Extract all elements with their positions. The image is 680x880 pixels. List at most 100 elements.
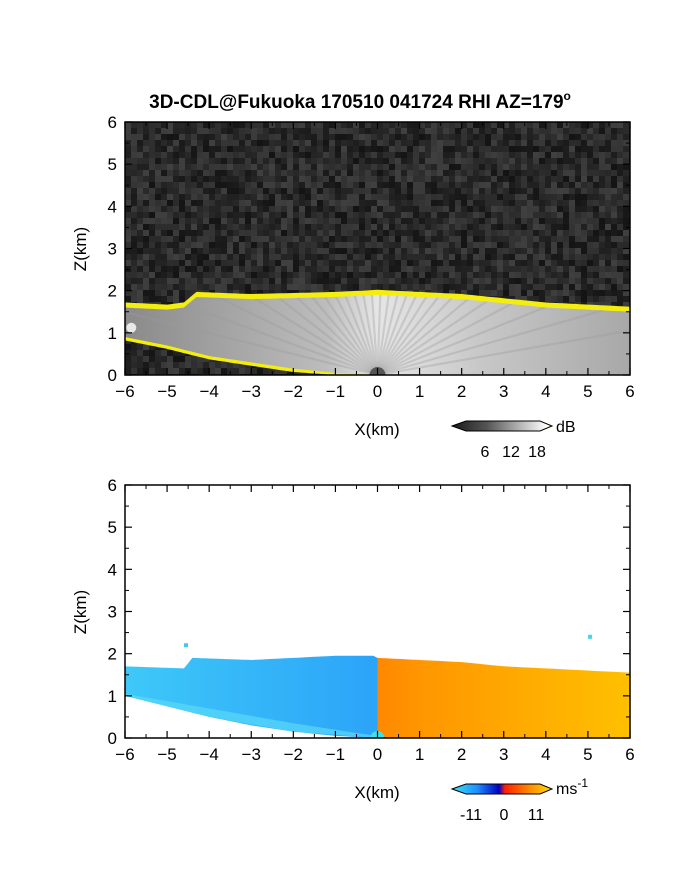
noise-cell [269, 254, 275, 260]
noise-cell [167, 194, 173, 200]
noise-cell [413, 206, 419, 212]
noise-cell [485, 218, 491, 224]
noise-cell [605, 146, 611, 152]
noise-cell [257, 278, 263, 284]
noise-cell [251, 170, 257, 176]
noise-cell [173, 368, 179, 374]
noise-cell [425, 254, 431, 260]
noise-cell [245, 152, 251, 158]
noise-cell [203, 212, 209, 218]
noise-cell [575, 272, 581, 278]
noise-cell [299, 272, 305, 278]
noise-cell [341, 152, 347, 158]
noise-cell [437, 236, 443, 242]
noise-cell [317, 176, 323, 182]
noise-cell [197, 182, 203, 188]
noise-cell [227, 254, 233, 260]
noise-cell [263, 212, 269, 218]
noise-cell [227, 248, 233, 254]
noise-cell [161, 278, 167, 284]
noise-cell [185, 194, 191, 200]
noise-cell [329, 278, 335, 284]
noise-cell [413, 254, 419, 260]
noise-cell [587, 278, 593, 284]
noise-cell [137, 200, 143, 206]
noise-cell [173, 152, 179, 158]
noise-cell [605, 278, 611, 284]
noise-cell [401, 152, 407, 158]
noise-cell [323, 164, 329, 170]
noise-cell [299, 266, 305, 272]
reflectivity-ytick-label: 4 [108, 197, 117, 216]
noise-cell [317, 266, 323, 272]
noise-cell [605, 182, 611, 188]
reflectivity-xtick-label: −1 [326, 382, 345, 401]
noise-cell [239, 362, 245, 368]
noise-cell [167, 248, 173, 254]
noise-cell [551, 200, 557, 206]
noise-cell [449, 206, 455, 212]
noise-cell [251, 266, 257, 272]
noise-cell [581, 182, 587, 188]
noise-cell [173, 290, 179, 296]
noise-cell [449, 176, 455, 182]
noise-cell [545, 242, 551, 248]
noise-cell [497, 170, 503, 176]
noise-cell [365, 170, 371, 176]
noise-cell [149, 176, 155, 182]
noise-cell [251, 284, 257, 290]
noise-cell [383, 170, 389, 176]
noise-cell [407, 278, 413, 284]
noise-cell [581, 236, 587, 242]
noise-cell [395, 272, 401, 278]
noise-cell [299, 284, 305, 290]
noise-cell [305, 158, 311, 164]
noise-cell [527, 248, 533, 254]
noise-cell [185, 218, 191, 224]
noise-cell [473, 146, 479, 152]
noise-cell [443, 248, 449, 254]
noise-cell [443, 140, 449, 146]
noise-cell [311, 212, 317, 218]
noise-cell [155, 272, 161, 278]
noise-cell [599, 134, 605, 140]
noise-cell [257, 146, 263, 152]
noise-cell [461, 218, 467, 224]
noise-cell [149, 194, 155, 200]
noise-cell [431, 122, 437, 128]
noise-cell [389, 140, 395, 146]
velocity-xtick-label: 6 [625, 745, 634, 764]
noise-cell [329, 266, 335, 272]
noise-cell [137, 212, 143, 218]
noise-cell [437, 188, 443, 194]
noise-cell [143, 146, 149, 152]
noise-cell [551, 272, 557, 278]
reflectivity-ytick-label: 5 [108, 155, 117, 174]
noise-cell [407, 194, 413, 200]
noise-cell [599, 152, 605, 158]
noise-cell [419, 230, 425, 236]
noise-cell [407, 152, 413, 158]
noise-cell [533, 134, 539, 140]
noise-cell [125, 350, 131, 356]
noise-cell [233, 368, 239, 374]
noise-cell [311, 140, 317, 146]
noise-cell [143, 254, 149, 260]
noise-cell [413, 224, 419, 230]
noise-cell [467, 206, 473, 212]
noise-cell [191, 254, 197, 260]
noise-cell [185, 272, 191, 278]
noise-cell [527, 242, 533, 248]
noise-cell [251, 128, 257, 134]
noise-cell [215, 218, 221, 224]
noise-cell [383, 176, 389, 182]
noise-cell [617, 176, 623, 182]
noise-cell [395, 224, 401, 230]
noise-cell [545, 248, 551, 254]
noise-cell [143, 182, 149, 188]
noise-cell [287, 194, 293, 200]
noise-cell [263, 218, 269, 224]
noise-cell [137, 362, 143, 368]
velocity-ytick-label: 3 [108, 603, 117, 622]
noise-cell [335, 224, 341, 230]
